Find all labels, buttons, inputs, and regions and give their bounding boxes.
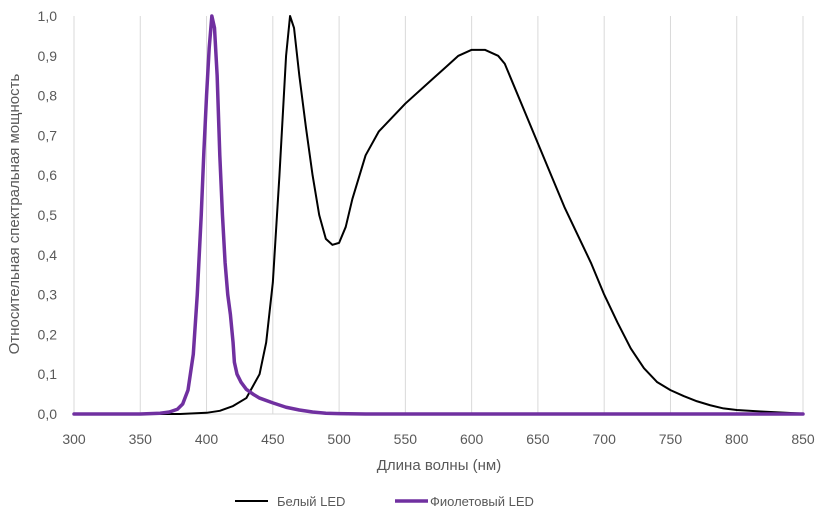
axes: 300 350 400 450 500 550 600 650 700 750 800 850 0,0 0… (38, 8, 815, 447)
y-tick-label: 0,8 (38, 88, 58, 104)
x-tick-label: 800 (725, 431, 749, 447)
y-tick-label: 0,5 (38, 207, 58, 223)
series-lines (72, 14, 805, 416)
grid (73, 16, 804, 414)
x-tick-label: 550 (394, 431, 418, 447)
y-tick-label: 0,9 (38, 48, 58, 64)
y-tick-label: 0,3 (38, 287, 58, 303)
legend-label-white-led: Белый LED (277, 494, 345, 509)
x-tick-label: 300 (62, 431, 86, 447)
x-tick-label: 650 (526, 431, 550, 447)
y-tick-label: 0,0 (38, 406, 58, 422)
y-axis-title: Относительная спектральная мощность (6, 74, 23, 355)
x-tick-label: 350 (129, 431, 153, 447)
legend: Белый LED Фиолетовый LED (235, 494, 534, 509)
x-tick-label: 850 (791, 431, 815, 447)
y-tick-label: 0,1 (38, 366, 58, 382)
x-tick-label: 700 (593, 431, 617, 447)
y-tick-label: 0,6 (38, 167, 58, 183)
x-tick-label: 750 (659, 431, 683, 447)
x-tick-label: 400 (195, 431, 219, 447)
series-line-white-led (73, 15, 804, 415)
y-tick-label: 0,4 (38, 247, 58, 263)
legend-label-violet-led: Фиолетовый LED (430, 494, 534, 509)
series-line-violet-led (72, 14, 805, 416)
y-tick-label: 0,2 (38, 326, 58, 342)
x-tick-label: 500 (327, 431, 351, 447)
y-tick-label: 1,0 (38, 8, 58, 24)
y-tick-label: 0,7 (38, 127, 58, 143)
x-tick-label: 600 (460, 431, 484, 447)
x-tick-label: 450 (261, 431, 285, 447)
x-axis-title: Длина волны (нм) (377, 457, 501, 474)
